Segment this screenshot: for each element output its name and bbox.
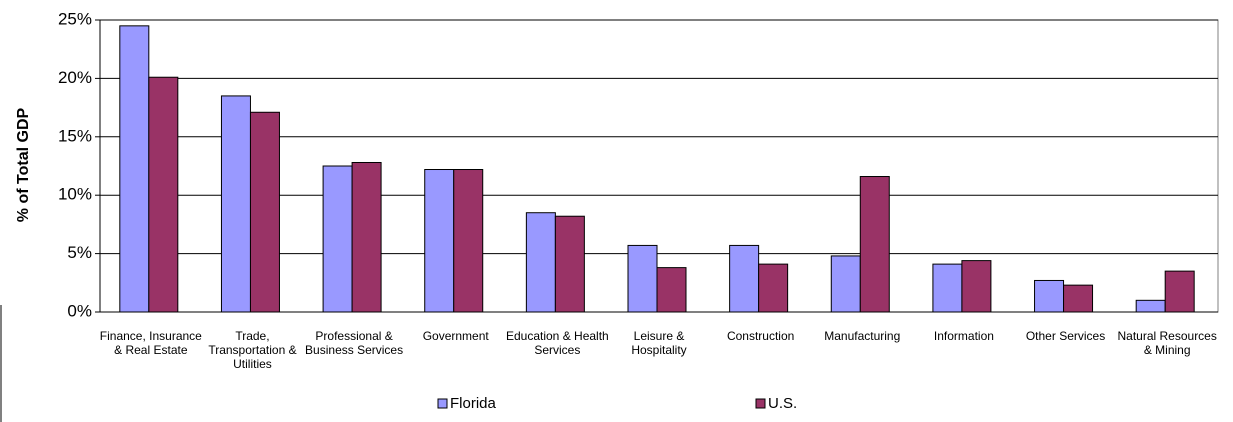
bar <box>148 76 179 313</box>
x-tick-label: Government <box>422 329 489 343</box>
x-tick-label: Finance, Insurance & Real Estate <box>99 329 202 357</box>
bar <box>1034 279 1065 313</box>
bar <box>453 169 484 313</box>
bar <box>525 212 556 313</box>
bar <box>859 176 890 313</box>
x-tick-label: Construction <box>726 329 795 343</box>
bar <box>119 25 150 313</box>
y-axis-label: % of Total GDP <box>15 107 32 222</box>
bar <box>220 95 251 313</box>
bar <box>830 255 861 313</box>
bar <box>351 161 382 313</box>
bar <box>322 165 353 313</box>
bar <box>729 244 760 313</box>
bar <box>1063 284 1094 313</box>
x-tick-label: Other Services <box>1025 329 1106 343</box>
y-tick-label: 15% <box>58 126 92 145</box>
bar <box>627 244 658 313</box>
x-tick-label: Leisure & Hospitality <box>631 329 687 357</box>
bar <box>758 263 789 313</box>
bar <box>1164 270 1195 313</box>
x-tick-label: Trade, Transportation & Utilities <box>208 329 297 371</box>
bar <box>932 263 963 313</box>
y-tick-label: 0% <box>67 301 92 320</box>
bar <box>656 267 687 313</box>
bar <box>554 215 585 313</box>
x-tick-label: Manufacturing <box>824 329 901 343</box>
y-tick-label: 5% <box>67 243 92 262</box>
x-tick-label: Natural Resources & Mining <box>1117 329 1217 357</box>
x-tick-label: Education & Health Services <box>505 329 609 357</box>
bar <box>424 169 455 313</box>
bar <box>249 111 280 313</box>
y-tick-label: 10% <box>58 185 92 204</box>
x-tick-label: Information <box>933 329 994 343</box>
legend-swatch <box>437 398 448 409</box>
plot-area <box>99 19 1219 313</box>
legend-swatch <box>755 398 766 409</box>
x-tick-label: Professional & Business Services <box>305 329 404 357</box>
legend-label: U.S. <box>768 395 797 412</box>
bar <box>1135 299 1166 313</box>
bar <box>961 260 992 313</box>
y-tick-label: 25% <box>58 9 92 28</box>
legend-label: Florida <box>450 395 497 412</box>
y-tick-label: 20% <box>58 68 92 87</box>
